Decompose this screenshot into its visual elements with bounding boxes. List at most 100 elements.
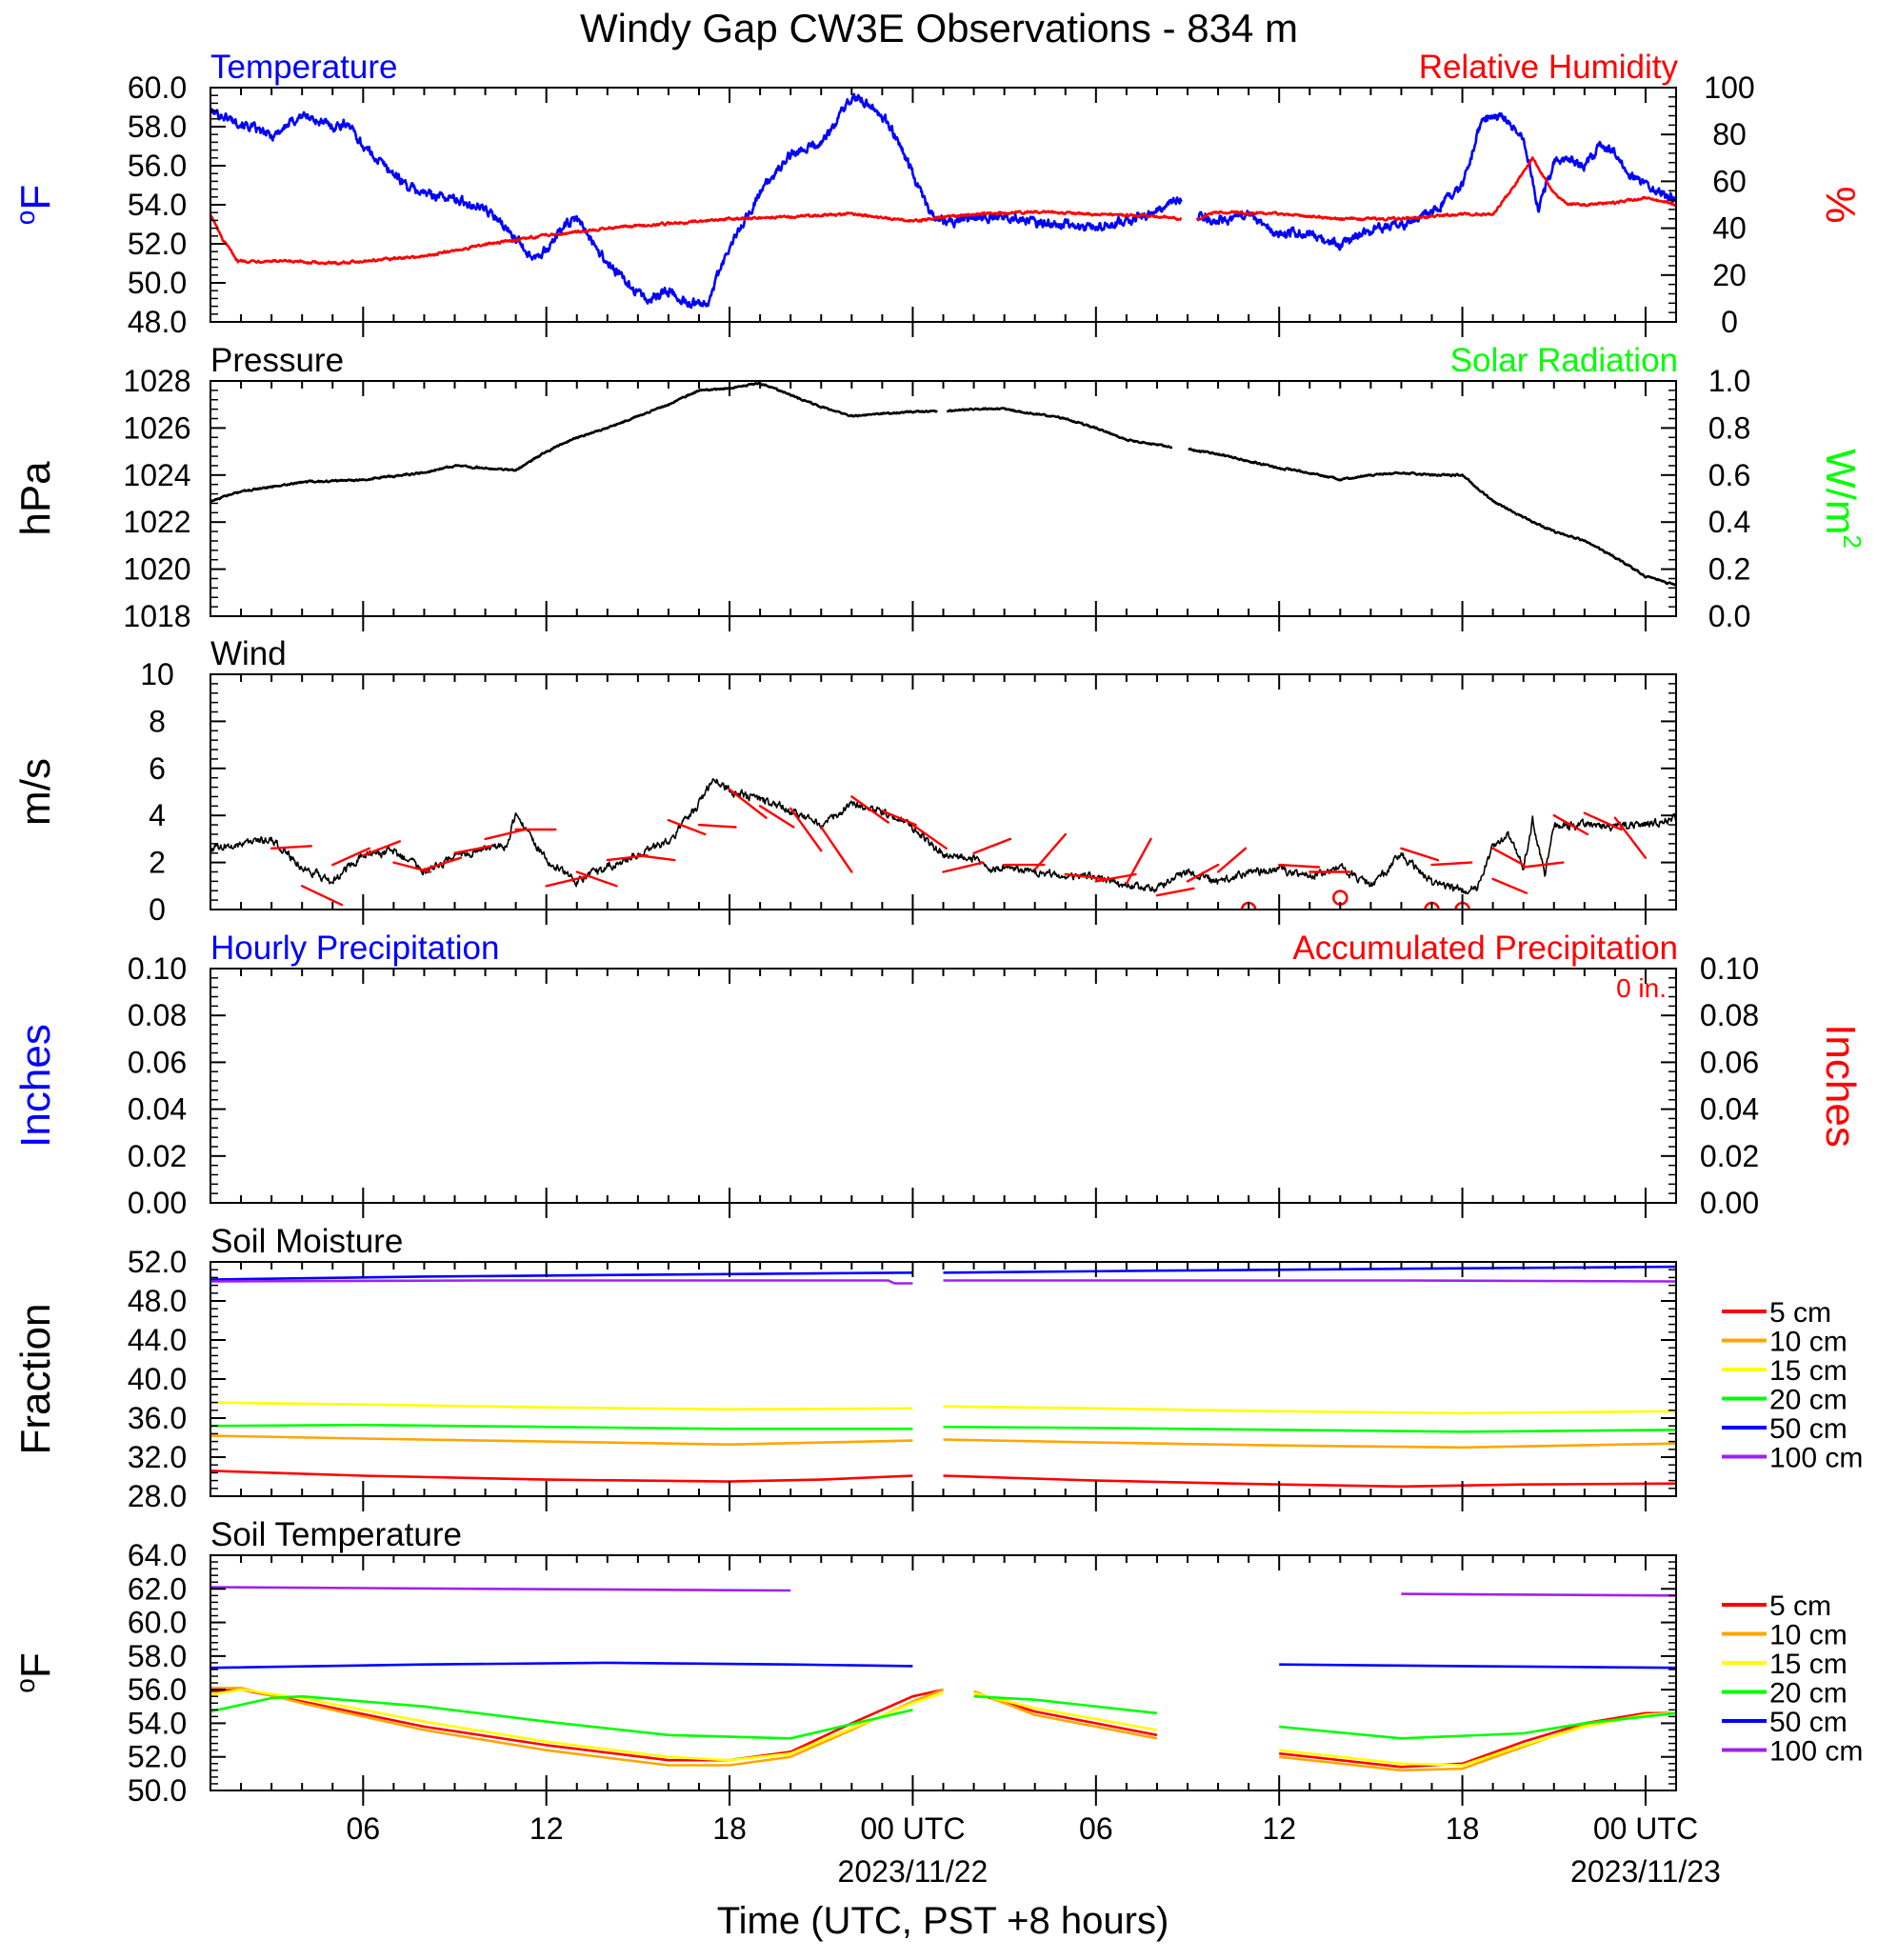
y-tick-label: 50.0	[128, 1773, 187, 1808]
series-line-20-cm	[210, 1423, 1676, 1433]
y-tick-label: 58.0	[128, 1639, 187, 1673]
wind-barb	[1064, 872, 1107, 881]
panel-left-title: Soil Moisture	[210, 1223, 403, 1260]
y-tick-label: 48.0	[128, 1284, 187, 1318]
y-tick-label: 60.0	[128, 70, 187, 105]
degree-mark: o	[10, 210, 40, 226]
wind-barb	[331, 847, 370, 867]
y-tick-label: 52.0	[128, 1245, 187, 1279]
panel-left-title: Wind	[210, 635, 287, 672]
wind-barb	[1613, 816, 1648, 859]
y-tick-label: 0.2	[1708, 552, 1750, 587]
x-tick-label: 12	[1262, 1811, 1296, 1846]
y-tick-label: 1028	[123, 364, 190, 398]
y-tick-label: 40.0	[128, 1362, 187, 1396]
y-tick-label: 36.0	[128, 1401, 187, 1435]
y-tick-label: 40	[1712, 211, 1747, 246]
y2-axis-label-text: %	[1817, 186, 1864, 223]
y-tick-label: 0.10	[1700, 951, 1759, 986]
wind-barb	[545, 875, 588, 888]
panel-right-title: Relative Humidity	[1419, 49, 1679, 86]
y-tick-label: 0.02	[1700, 1139, 1759, 1173]
x-tick-label: 12	[529, 1811, 564, 1846]
wind-barb	[453, 845, 493, 854]
wind-barb	[697, 823, 737, 829]
wind-barb	[1522, 861, 1565, 869]
legend-label: 20 cm	[1769, 1385, 1848, 1416]
y-tick-label: 80	[1712, 117, 1747, 151]
y-tick-label: 0.6	[1708, 458, 1750, 492]
y-tick-label: 0.00	[128, 1186, 187, 1220]
legend-label: 5 cm	[1769, 1590, 1831, 1622]
y-axis-label: oF	[10, 185, 59, 225]
legend-label: 15 cm	[1769, 1649, 1848, 1680]
y2-axis-label: %	[1817, 186, 1864, 223]
unit-f: F	[12, 1652, 59, 1678]
x-tick-label: 06	[1079, 1811, 1113, 1846]
panel-left-title: Hourly Precipitation	[210, 930, 499, 967]
legend-label: 15 cm	[1769, 1355, 1848, 1387]
y-tick-label: 28.0	[128, 1479, 187, 1513]
unit-f: F	[12, 185, 59, 210]
series-line-15-cm	[210, 1401, 1676, 1415]
wind-barb	[911, 823, 948, 850]
wind-barb	[972, 837, 1012, 854]
wind-barb	[850, 795, 889, 824]
wind-barb	[758, 805, 795, 829]
panel-right-title: Solar Radiation	[1450, 342, 1678, 379]
panel-soil-temperature: 06 12 18 00 UTC 06 12 18 00 UTC 2023/11/22 2023/1…	[10, 1516, 1863, 1889]
y-tick-label: 0.10	[128, 951, 187, 986]
y-tick-label: 0.8	[1708, 410, 1750, 445]
y-tick-label: 4	[149, 798, 166, 832]
series-line-50-cm	[210, 1661, 1676, 1670]
series-line-5-cm	[210, 1470, 1676, 1489]
series-line-10-cm	[210, 1434, 1676, 1450]
y-axis-label: m/s	[12, 758, 59, 826]
y-tick-label: 52.0	[128, 227, 187, 261]
y-tick-label: 1022	[123, 505, 190, 539]
wind-barb	[1186, 863, 1220, 883]
series-group	[210, 1586, 1676, 1772]
y-tick-label: 0.04	[1700, 1092, 1759, 1127]
y-tick-label: 0.08	[1700, 998, 1759, 1032]
y-tick-label: 0.06	[128, 1045, 187, 1079]
y-tick-label: 100	[1704, 70, 1754, 105]
y-tick-label: 20	[1712, 258, 1747, 292]
chart-panels: 48.050.052.054.056.058.060.0020406080100…	[10, 49, 1867, 1889]
panel-temperature-relative-humidity: 48.0 50.0 52.0 54.0 56.0 58.0 60.0 0 20 40 60 80 100…	[10, 49, 1864, 339]
wind-barb	[820, 826, 853, 873]
panel-right-title: Accumulated Precipitation	[1292, 930, 1678, 967]
wind-barb	[1583, 811, 1623, 831]
panel-left-title: Temperature	[210, 49, 397, 86]
wind-barb	[728, 788, 768, 819]
wind-barb	[301, 885, 344, 907]
wind-barb	[270, 845, 312, 850]
y-tick-label: 62.0	[128, 1571, 187, 1606]
y-tick-label: 0.02	[128, 1139, 187, 1173]
series-line-temperature	[210, 92, 1676, 310]
wind-barb	[636, 854, 676, 862]
y-tick-label: 64.0	[128, 1538, 187, 1572]
y-tick-label: 10	[140, 657, 174, 691]
y-tick-label: 0.4	[1708, 505, 1750, 539]
y-tick-label: 0.06	[1700, 1045, 1759, 1079]
y-tick-label: 54.0	[128, 188, 187, 222]
wind-barb	[881, 810, 917, 827]
y-axis-label: Fraction	[12, 1304, 59, 1455]
series-group	[210, 92, 1676, 310]
y-tick-label: 54.0	[128, 1706, 187, 1740]
series-line-relative-humidity	[210, 156, 1676, 266]
y-tick-label: 0.08	[128, 998, 187, 1032]
series-group	[210, 778, 1676, 910]
x-tick-label: 00 UTC	[860, 1811, 965, 1846]
y-tick-label: 1018	[123, 599, 190, 633]
y-axis-label: Inches	[12, 1024, 59, 1148]
panel-hourly-precipitation-accumulated-precipitation: 0.00 0.02 0.04 0.06 0.08 0.10 0.00 0.02 0.04 0.06…	[12, 930, 1864, 1220]
y-tick-label: 1024	[123, 458, 190, 492]
wind-barb	[942, 861, 985, 873]
wind-barb	[1491, 877, 1528, 894]
wind-barb	[1491, 847, 1525, 867]
x-tick-label: 18	[712, 1811, 747, 1846]
